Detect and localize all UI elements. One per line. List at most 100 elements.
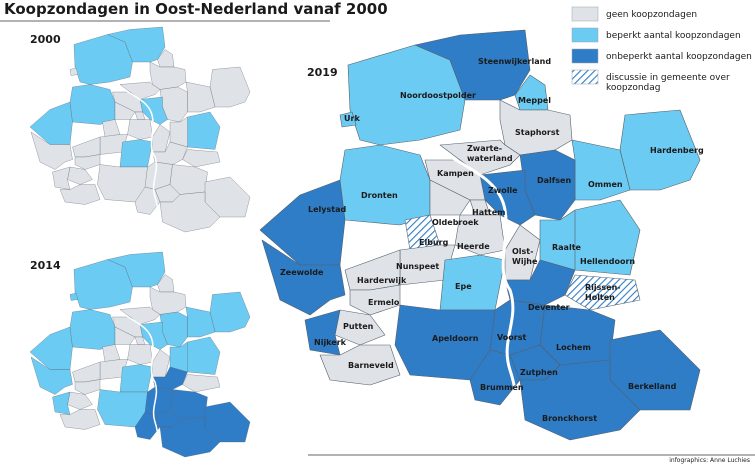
legend-label-line: onbeperkt aantal koopzondagen xyxy=(606,52,752,62)
municipality-label-line: Kampen xyxy=(437,169,474,178)
municipality-label: Steenwijkerland xyxy=(478,57,551,66)
municipality-area xyxy=(304,309,341,356)
municipality-area xyxy=(127,344,153,365)
municipality-label-line: Raalte xyxy=(552,243,582,252)
municipality-area xyxy=(159,416,221,458)
year-label: 2000 xyxy=(30,33,61,46)
municipality-area xyxy=(52,166,71,190)
map-0 xyxy=(29,26,251,233)
municipality-area xyxy=(30,131,73,170)
municipality-area xyxy=(73,259,133,310)
municipality-label: Lelystad xyxy=(308,205,346,214)
legend-label-line: koopzondag xyxy=(606,83,661,93)
municipality-label-line: Urk xyxy=(344,114,360,123)
municipality-label-line: Rijssen- xyxy=(585,283,621,292)
municipality-label: Dronten xyxy=(361,191,398,200)
river xyxy=(119,86,162,233)
municipality-label-line: Zwarte- xyxy=(467,144,502,153)
municipality-label-line: Hellendoorn xyxy=(580,257,635,266)
municipality-label-line: Elburg xyxy=(419,238,449,247)
river xyxy=(439,148,524,441)
municipality-area xyxy=(564,274,641,311)
legend-label: geen koopzondagen xyxy=(606,10,697,20)
municipality-area xyxy=(119,364,153,393)
municipality-area xyxy=(182,374,221,393)
municipality-area xyxy=(114,101,136,120)
municipality-area xyxy=(69,84,116,125)
municipality-area xyxy=(261,239,346,316)
municipality-area xyxy=(67,391,93,410)
municipality-label-line: Noordoostpolder xyxy=(400,91,476,100)
municipality-label-line: Ermelo xyxy=(368,298,400,307)
municipality-label: Hattem xyxy=(472,208,506,217)
municipality-area xyxy=(429,179,471,216)
municipality-area xyxy=(499,99,573,156)
municipality-area xyxy=(157,49,175,68)
municipality-label: Harderwijk xyxy=(357,276,407,285)
map-1 xyxy=(29,251,251,458)
municipality-label-line: Steenwijkerland xyxy=(478,57,551,66)
municipality-area xyxy=(519,359,641,441)
legend-label: discussie in gemeente over koopzondag xyxy=(606,73,730,93)
municipality-label-line: Lochem xyxy=(556,343,591,352)
municipality-area xyxy=(149,286,187,315)
municipality-label: Kampen xyxy=(437,169,474,178)
municipality-area xyxy=(209,291,251,333)
municipality-label-line: Apeldoorn xyxy=(432,334,479,343)
municipality-label: Heerde xyxy=(457,242,490,251)
municipality-area xyxy=(69,292,79,301)
municipality-area xyxy=(102,344,121,363)
municipality-label: Nunspeet xyxy=(396,262,439,271)
municipality-label: Noordoostpolder xyxy=(400,91,476,100)
municipality-label-line: Zeewolde xyxy=(280,268,324,277)
year-label: 2019 xyxy=(307,66,338,79)
municipality-label: Zeewolde xyxy=(280,268,324,277)
municipality-label-line: Hardenberg xyxy=(650,146,704,155)
municipality-area xyxy=(182,149,221,168)
municipality-area xyxy=(187,111,221,150)
municipality-label-line: Harderwijk xyxy=(357,276,407,285)
municipality-area xyxy=(127,119,153,140)
municipality-label: Ermelo xyxy=(368,298,400,307)
municipality-label-line: Barneveld xyxy=(348,361,394,370)
municipality-area xyxy=(319,344,401,386)
municipality-label-line: Zwolle xyxy=(488,186,518,195)
municipality-label: Brummen xyxy=(480,383,524,392)
municipality-label: Epe xyxy=(455,282,472,291)
legend-swatch xyxy=(571,27,599,43)
legend-swatch xyxy=(571,48,599,64)
legend-swatch xyxy=(571,6,599,22)
legend: geen koopzondagen beperkt aantal koopzond… xyxy=(571,6,752,93)
municipality-label: Dalfsen xyxy=(537,176,571,185)
legend-label-line: beperkt aantal koopzondagen xyxy=(606,31,741,41)
municipality-label-line: Dalfsen xyxy=(537,176,571,185)
credit: infographics: Anne Luchies xyxy=(669,457,750,464)
municipality-label: Hellendoorn xyxy=(580,257,635,266)
municipality-label-line: Heerde xyxy=(457,242,490,251)
municipality-area xyxy=(339,144,431,226)
municipality-label-line: Nunspeet xyxy=(396,262,439,271)
municipality-label-line: Olst- xyxy=(512,247,533,256)
municipality-label: Apeldoorn xyxy=(432,334,479,343)
municipality-label-line: Brummen xyxy=(480,383,524,392)
municipality-area xyxy=(67,166,93,185)
legend-label: onbeperkt aantal koopzondagen xyxy=(606,52,752,62)
municipality-label: Meppel xyxy=(518,96,551,105)
municipality-area xyxy=(479,169,536,226)
municipality-label: Hardenberg xyxy=(650,146,704,155)
municipality-area xyxy=(139,321,168,350)
municipality-label-line: Bronckhorst xyxy=(542,414,597,423)
title: Koopzondagen in Oost-Nederland vanaf 200… xyxy=(4,0,388,18)
legend-label-line: geen koopzondagen xyxy=(606,10,697,20)
municipality-area xyxy=(72,136,101,158)
municipality-label: Berkelland xyxy=(628,382,677,391)
municipality-area xyxy=(102,119,121,138)
municipality-area xyxy=(139,96,168,125)
municipality-area xyxy=(574,199,641,276)
municipality-area xyxy=(209,66,251,108)
year-label: 2014 xyxy=(30,259,61,272)
municipality-label: Olst-Wijhe xyxy=(512,247,538,266)
municipality-label-line: Voorst xyxy=(497,333,526,342)
municipality-label-line: Wijhe xyxy=(512,257,538,266)
